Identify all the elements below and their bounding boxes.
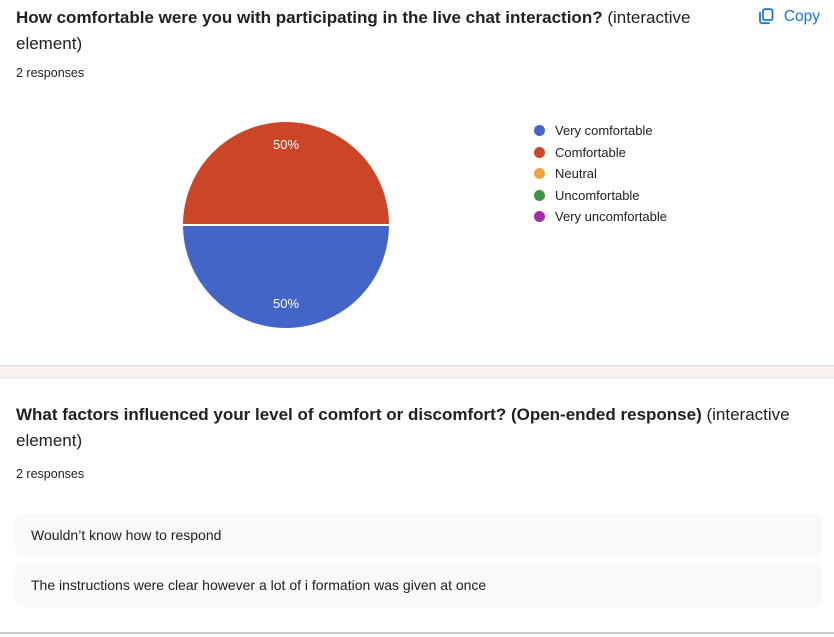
legend-label-very-comfortable: Very comfortable xyxy=(555,123,653,139)
bottom-divider xyxy=(0,632,834,634)
copy-icon xyxy=(756,7,775,26)
question-2-title-suffix: (interactive element) xyxy=(16,405,790,450)
response-item-2-text: The instructions were clear however a lo… xyxy=(31,577,487,593)
legend-dot-uncomfortable xyxy=(534,189,545,201)
legend-item-uncomfortable: Uncomfortable xyxy=(534,185,667,207)
question-2-title-bold: What factors influenced your level of co… xyxy=(16,405,702,424)
pie-slice-very-comfortable[interactable] xyxy=(183,225,389,328)
legend-label-very-uncomfortable: Very uncomfortable xyxy=(555,209,668,225)
legend-item-comfortable: Comfortable xyxy=(534,142,667,164)
pie-label-comfortable: 50% xyxy=(272,137,300,152)
question-1-title-suffix: (interactive element) xyxy=(16,8,691,53)
question-1-title-bold: How comfortable were you with participat… xyxy=(16,8,603,27)
question-1-response-count: 2 responses xyxy=(16,66,85,80)
legend-dot-neutral xyxy=(534,168,545,180)
legend-dot-very-uncomfortable xyxy=(534,211,545,223)
chart-legend: Very comfortable Comfortable Neutral Unc… xyxy=(534,120,667,228)
legend-label-uncomfortable: Uncomfortable xyxy=(555,187,640,203)
response-item-1-text: Wouldn’t know how to respond xyxy=(31,527,222,543)
copy-button[interactable]: Copy xyxy=(754,5,822,28)
question-2-title: What factors influenced your level of co… xyxy=(16,402,818,454)
question-1-title: How comfortable were you with participat… xyxy=(16,5,738,57)
pie-slice-comfortable[interactable] xyxy=(183,122,389,225)
copy-button-label: Copy xyxy=(783,7,820,25)
section-divider xyxy=(0,365,834,378)
legend-item-very-uncomfortable: Very uncomfortable xyxy=(534,206,667,228)
pie-chart[interactable]: 50% 50% xyxy=(183,122,389,328)
response-item-1[interactable]: Wouldn’t know how to respond xyxy=(15,514,823,556)
pie-slice-divider xyxy=(183,224,389,226)
legend-label-neutral: Neutral xyxy=(555,166,597,182)
pie-label-very-comfortable: 50% xyxy=(272,296,300,311)
legend-dot-comfortable xyxy=(534,146,545,158)
legend-item-very-comfortable: Very comfortable xyxy=(534,120,667,142)
legend-item-neutral: Neutral xyxy=(534,163,667,185)
legend-label-comfortable: Comfortable xyxy=(555,144,626,160)
legend-dot-very-comfortable xyxy=(534,125,545,137)
question-2-response-count: 2 responses xyxy=(16,467,85,481)
response-item-2[interactable]: The instructions were clear however a lo… xyxy=(15,563,823,607)
